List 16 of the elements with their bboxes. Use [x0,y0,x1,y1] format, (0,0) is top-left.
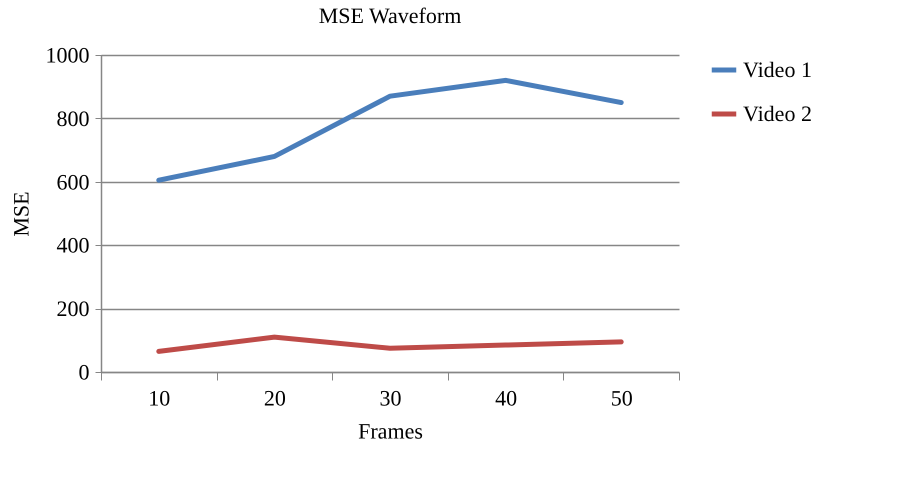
legend-label: Video 2 [743,101,812,126]
x-tick-label: 30 [380,386,402,410]
y-tick-label: 600 [56,169,90,194]
x-tick-label: 20 [264,386,286,410]
y-tick-label: 200 [56,296,90,322]
x-tick-label: 50 [610,386,633,410]
y-tick-label: 400 [56,232,90,258]
x-tick-label: 10 [148,386,170,410]
x-axis-title: Frames [358,418,423,444]
y-tick-label: 1000 [46,42,90,68]
y-axis-title: MSE [8,191,34,237]
y-tick-label: 800 [56,106,90,131]
y-tick-label: 0 [78,360,90,384]
legend-label: Video 1 [743,57,812,82]
chart-title: MSE Waveform [318,3,462,28]
x-tick-label: 40 [495,386,518,410]
